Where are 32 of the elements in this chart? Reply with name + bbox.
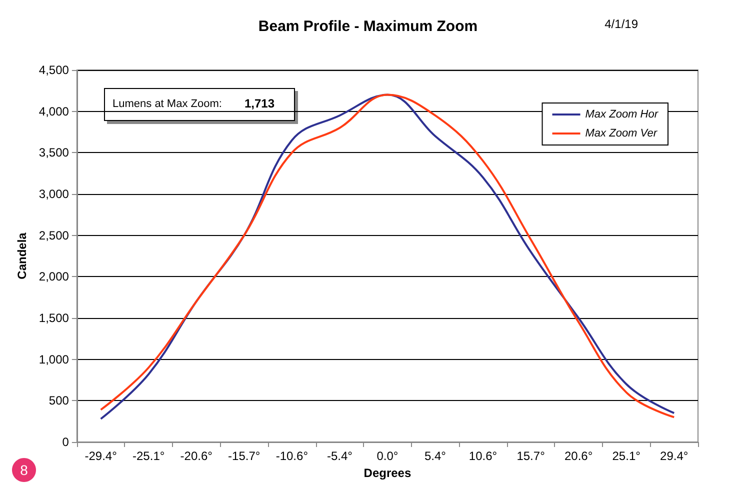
x-axis-title: Degrees [364, 466, 412, 480]
x-tick-label: -25.1° [132, 449, 165, 463]
y-tick-label: 2,000 [38, 270, 70, 284]
x-tick-label: 5.4° [424, 449, 446, 463]
text: 8 [20, 462, 28, 478]
chart-title: Beam Profile - Maximum Zoom [258, 18, 478, 35]
annotation: 1,713 [244, 96, 275, 110]
y-tick-label: 2,500 [38, 228, 70, 242]
y-tick-label: 1,500 [38, 311, 70, 325]
x-tick-label: 0.0° [376, 449, 398, 463]
y-tick-label: 4,500 [38, 63, 70, 77]
y-axis-title: Candela [15, 232, 29, 280]
x-tick-label: 29.4° [660, 449, 688, 463]
x-tick-label: 15.7° [516, 449, 546, 463]
x-tick-label: -20.6° [180, 449, 213, 463]
x-tick-label: 20.6° [564, 449, 593, 463]
legend-label: Max Zoom Hor [585, 108, 660, 120]
annotation: Lumens at Max Zoom: [112, 98, 222, 110]
x-tick-label: -10.6° [276, 449, 308, 463]
x-tick-label: 25.1° [612, 449, 641, 463]
y-tick-label: 500 [48, 394, 70, 408]
y-tick-label: 4,000 [38, 104, 70, 118]
x-tick-label: -29.4° [84, 449, 118, 463]
x-tick-label: 10.6° [468, 449, 498, 463]
y-tick-label: 3,000 [38, 187, 70, 201]
text: 4/1/19 [604, 17, 638, 31]
legend-label: Max Zoom Ver [585, 128, 658, 140]
x-tick-label: -5.4° [326, 449, 353, 463]
y-tick-label: 3,500 [38, 146, 70, 160]
y-tick-label: 1,000 [38, 352, 70, 366]
x-tick-label: -15.7° [228, 449, 260, 463]
y-tick-label: 0 [62, 435, 70, 449]
